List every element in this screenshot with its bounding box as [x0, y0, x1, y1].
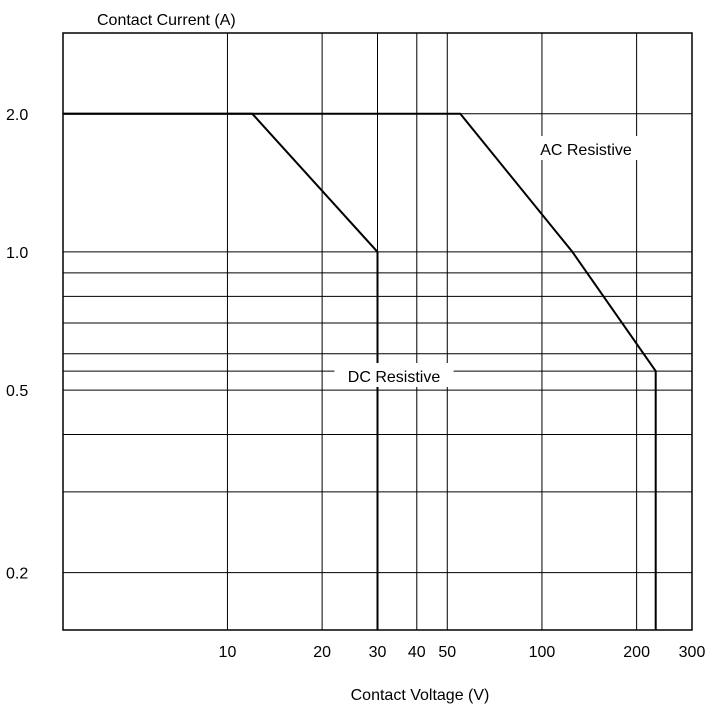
series-labels: AC Resistive DC Resistive	[334, 136, 646, 387]
y-tick-label: 0.5	[6, 383, 28, 400]
x-axis-label: Contact Voltage (V)	[351, 687, 490, 704]
x-tick-label: 300	[679, 644, 706, 661]
x-tick-label: 200	[623, 644, 650, 661]
x-tick-label: 100	[529, 644, 556, 661]
series-label-background	[334, 363, 454, 387]
x-tick-label: 30	[369, 644, 387, 661]
x-tick-label: 50	[438, 644, 456, 661]
x-tick-label: 10	[219, 644, 237, 661]
y-tick-label: 1.0	[6, 245, 28, 262]
tick-labels: 10 20 30 40 50 100 200 300 2.0 1.0 0.5 0.2	[6, 107, 705, 661]
series-label: AC Resistive	[540, 142, 632, 159]
ac-resistive-curve	[63, 112, 657, 630]
series-label-background	[526, 136, 646, 160]
series-label: DC Resistive	[348, 369, 441, 386]
x-tick-label: 20	[313, 644, 331, 661]
x-tick-label: 40	[408, 644, 426, 661]
plot-frame	[62, 32, 693, 631]
dc-resistive-curve	[63, 112, 379, 630]
y-tick-label: 0.2	[6, 566, 28, 583]
y-axis-label: Contact Current (A)	[97, 12, 236, 29]
series-group	[63, 112, 657, 630]
y-tick-label: 2.0	[6, 107, 28, 124]
